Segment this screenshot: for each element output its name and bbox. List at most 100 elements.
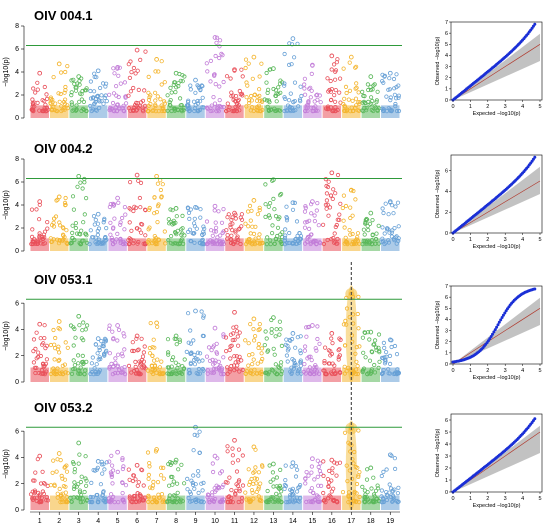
snp-point [368,87,374,93]
snp-point [32,488,38,493]
snp-point [367,337,372,342]
snp-point [389,453,394,458]
snp-point [255,94,260,100]
snp-point [395,367,400,372]
snp-point [394,108,400,114]
snp-point [166,461,171,467]
snp-point [326,213,331,218]
snp-point [380,225,385,230]
snp-point [285,103,291,108]
snp-point [369,238,375,243]
qq-frame [450,285,543,365]
snp-point [97,99,102,104]
snp-point [83,368,88,373]
snp-point [306,99,311,104]
snp-top-point [348,54,354,60]
snp-point [263,329,268,334]
snp-point [250,105,255,110]
snp-point [286,62,292,68]
snp-point [335,236,340,242]
snp-point [346,97,351,102]
y-tick-label: 4 [15,69,19,76]
snp-point [343,203,349,209]
snp-point [292,200,297,205]
snp-point [309,357,314,363]
snp-top-point [193,77,198,83]
snp-point [155,479,161,485]
snp-point [369,349,374,354]
snp-point [29,234,35,239]
chromosome-cloud [360,74,382,118]
qq-x-tick-label: 3 [504,368,507,374]
snp-point [290,356,295,362]
chromosome-cloud [88,336,109,382]
snp-point [72,326,77,332]
snp-point [60,363,65,368]
snp-point [230,228,235,233]
snp-point [343,235,348,240]
snp-point [107,326,112,331]
snp-point [208,108,213,114]
snp-point [65,103,70,108]
snp-point [78,371,83,376]
snp-point [71,343,76,348]
snp-point [42,335,47,341]
snp-point [118,239,123,244]
chromosome-label: 3 [77,518,81,525]
snp-point [136,480,141,485]
snp-point [380,496,386,501]
chromosome-cloud [165,333,187,382]
snp-point [299,93,304,99]
snp-point [102,216,107,221]
snp-point [55,491,60,496]
snp-point [268,238,273,243]
snp-point [137,492,142,497]
snp-point [109,471,114,477]
snp-point [195,83,200,88]
snp-point [210,490,215,495]
snp-point [168,85,173,91]
snp-point [145,368,151,373]
snp-point [258,240,263,245]
snp-point [133,496,138,501]
snp-point [298,334,303,339]
snp-point [196,490,201,495]
snp-top-point [56,451,62,456]
snp-point [225,371,230,376]
snp-point [110,100,116,106]
snp-point [371,108,376,114]
snp-point [36,370,42,376]
snp-point [76,461,81,466]
snp-point [221,482,226,487]
snp-point [191,473,196,478]
snp-point [115,231,120,236]
snp-point [177,339,182,344]
snp-point [188,207,193,212]
snp-point [200,84,205,89]
snp-point [356,473,361,478]
snp-point [208,238,213,243]
snp-top-point [348,187,354,193]
snp-point [371,492,377,497]
snp-point [280,230,285,235]
snp-point [51,224,57,229]
snp-point [376,223,381,228]
snp-point [107,92,112,97]
snp-point [368,371,373,376]
snp-point [52,342,57,347]
snp-point [395,499,400,505]
snp-point [243,371,248,376]
snp-point [56,358,61,363]
snp-point [186,98,191,103]
chromosome-cloud [224,210,245,251]
snp-point [217,44,222,49]
snp-point [332,99,338,104]
snp-point [240,453,245,458]
snp-point [76,361,81,366]
snp-point [351,369,356,374]
snp-point [38,336,43,341]
snp-point [56,325,61,331]
snp-point [272,207,277,212]
snp-point [79,474,84,479]
qq-y-tick-label: 1 [445,87,448,93]
